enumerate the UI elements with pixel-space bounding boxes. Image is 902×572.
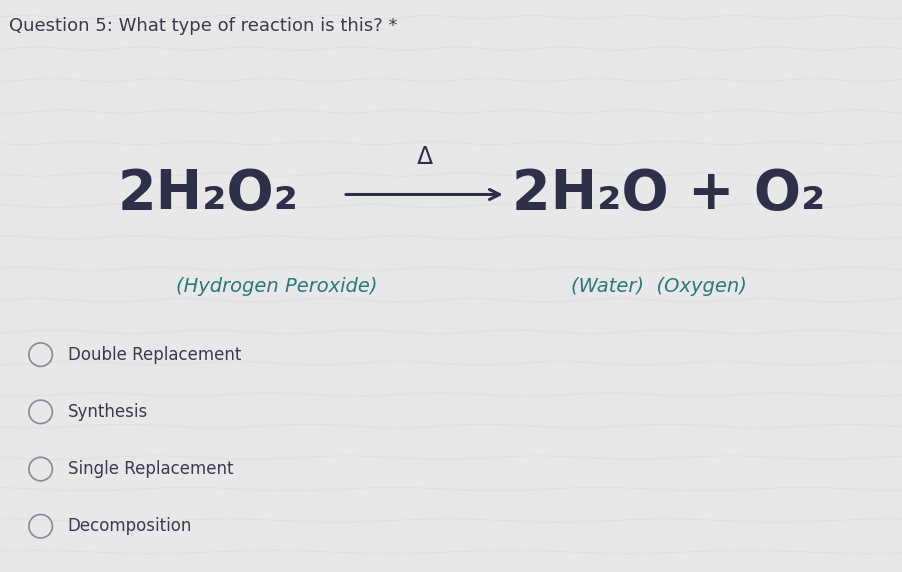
Text: Question 5: What type of reaction is this? *: Question 5: What type of reaction is thi…	[9, 17, 397, 35]
Text: Synthesis: Synthesis	[68, 403, 148, 421]
Text: 2H₂O + O₂: 2H₂O + O₂	[511, 168, 824, 221]
Text: Double Replacement: Double Replacement	[68, 345, 241, 364]
Text: Decomposition: Decomposition	[68, 517, 192, 535]
Text: (Hydrogen Peroxide): (Hydrogen Peroxide)	[176, 276, 377, 296]
Text: Single Replacement: Single Replacement	[68, 460, 233, 478]
Text: 2H₂O₂: 2H₂O₂	[117, 168, 298, 221]
Text: (Water)  (Oxygen): (Water) (Oxygen)	[571, 276, 746, 296]
Text: Δ: Δ	[416, 145, 432, 169]
